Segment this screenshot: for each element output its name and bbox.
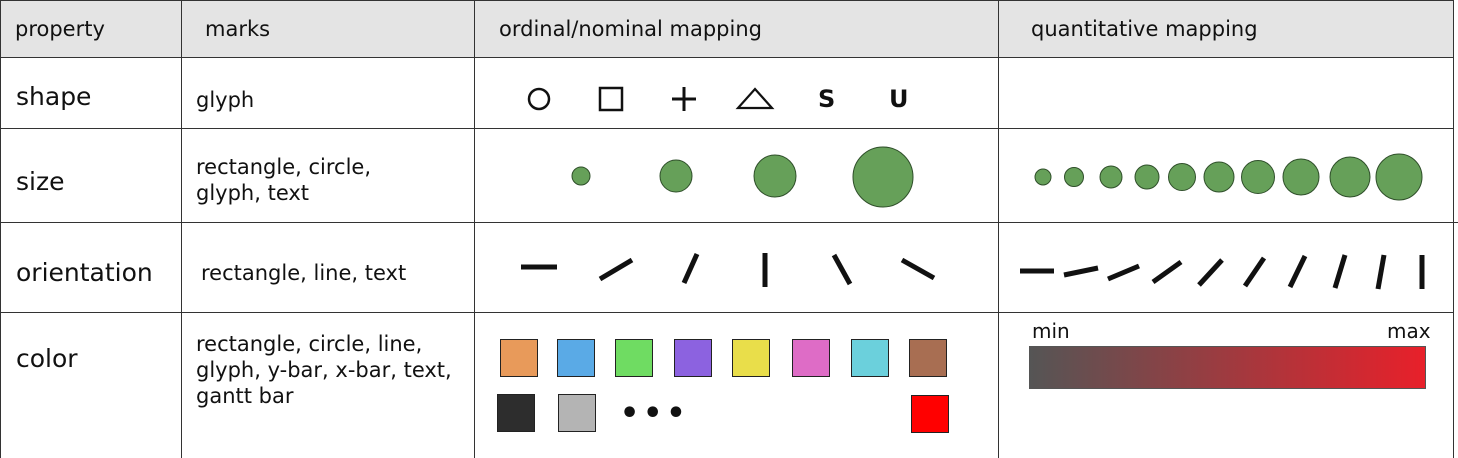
property-orientation: orientation: [16, 258, 153, 287]
orientation-mark: [1151, 259, 1183, 285]
marks-color: rectangle, circle, line, glyph, y-bar, x…: [196, 332, 452, 408]
color-swatch-gray: [558, 394, 596, 432]
header-ordinal-mapping: ordinal/nominal mapping: [499, 17, 762, 41]
marks-shape: glyph: [196, 88, 255, 112]
size-quantitative-circle: [1282, 158, 1320, 196]
orientation-mark: [1375, 254, 1387, 290]
grid-line: [998, 0, 999, 458]
grid-line: [181, 0, 182, 458]
size-quantitative-circle: [1329, 156, 1371, 198]
color-swatch-blue: [557, 339, 595, 377]
marks-orientation: rectangle, line, text: [201, 261, 407, 285]
grid-line: [0, 312, 1454, 313]
orientation-mark: [1197, 258, 1224, 287]
header-marks: marks: [205, 17, 271, 41]
orientation-mark: [598, 257, 634, 282]
size-ordinal-circle: [659, 159, 693, 193]
size-ordinal-circle: [753, 154, 797, 198]
orientation-mark: [1287, 254, 1308, 289]
size-quantitative-circle: [1064, 167, 1084, 187]
orientation-mark: [1107, 263, 1140, 282]
color-swatch-purple: [674, 339, 712, 377]
orientation-mark: [831, 253, 853, 286]
grid-line: [1453, 0, 1454, 458]
ellipsis-text: •••: [620, 396, 690, 431]
color-swatch-brown: [909, 339, 947, 377]
circle-glyph-icon: [527, 87, 551, 111]
orientation-quantitative-marks: [1020, 254, 1425, 290]
size-ordinal-circle: [571, 166, 591, 186]
gradient-max-label: max: [1387, 319, 1431, 343]
orientation-mark: [900, 257, 936, 281]
color-swatch-green: [615, 339, 653, 377]
header-quantitative-mapping: quantitative mapping: [1031, 17, 1258, 41]
color-swatch-black: [497, 394, 535, 432]
letter-u-glyph: U: [889, 85, 909, 113]
marks-size: rectangle, circle, glyph, text: [196, 155, 372, 205]
triangle-glyph-icon: [735, 87, 775, 110]
size-quantitative-circle: [1375, 153, 1423, 201]
size-quantitative-circle: [1241, 160, 1275, 194]
size-quantitative-circle: [1168, 163, 1196, 191]
color-gradient-bar: [1029, 346, 1426, 389]
plus-glyph-icon: [672, 87, 696, 111]
color-swatch-pink: [792, 339, 830, 377]
orientation-mark: [681, 252, 700, 285]
size-quantitative-circle: [1034, 168, 1052, 186]
grid-line: [474, 0, 475, 458]
orientation-mark: [1063, 265, 1099, 278]
orientation-mark: [1242, 256, 1267, 288]
grid-line: [0, 0, 1, 458]
property-size: size: [16, 167, 65, 196]
color-swatch-cyan: [851, 339, 889, 377]
property-color: color: [16, 344, 78, 373]
color-swatch-red: [911, 395, 949, 433]
orientation-ordinal-marks: [521, 252, 936, 287]
size-quantitative-circle: [1099, 165, 1123, 189]
header-property: property: [15, 17, 105, 41]
letter-s-glyph: S: [818, 85, 836, 113]
table-header: [0, 0, 1454, 58]
grid-line: [0, 128, 1454, 129]
orientation-mark: [1332, 254, 1348, 289]
square-glyph-icon: [598, 86, 624, 112]
color-swatch-yellow: [732, 339, 770, 377]
property-shape: shape: [16, 82, 92, 111]
grid-line: [0, 222, 1458, 223]
size-ordinal-circle: [852, 146, 914, 208]
gradient-min-label: min: [1032, 319, 1070, 343]
size-quantitative-circle: [1203, 161, 1235, 193]
color-swatch-orange: [500, 339, 538, 377]
size-quantitative-circle: [1134, 164, 1160, 190]
